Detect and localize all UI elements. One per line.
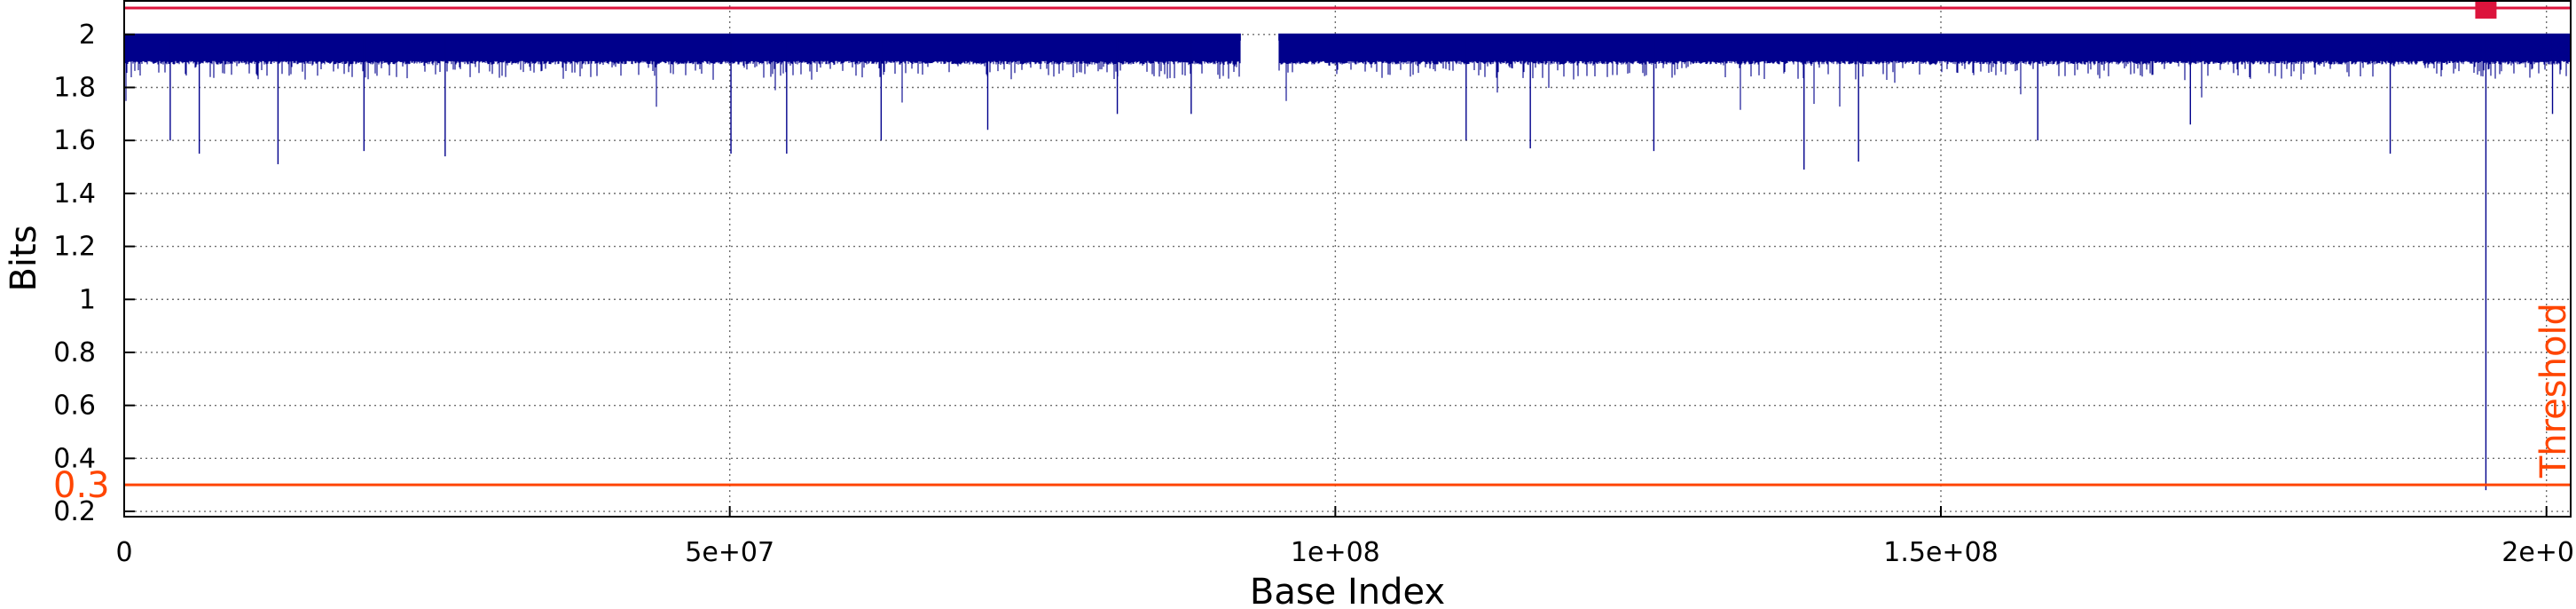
reference-lines: Threshold 0.3 bbox=[53, 0, 2574, 506]
series-entropy bbox=[124, 33, 2571, 491]
y-tick-label: 1 bbox=[79, 284, 96, 315]
y-tick-label: 2 bbox=[79, 20, 96, 51]
x-axis-label: Base Index bbox=[1250, 572, 1445, 609]
marker-point bbox=[2475, 0, 2497, 19]
y-tick-label: 1.6 bbox=[53, 125, 96, 156]
plot-frame bbox=[123, 0, 2572, 518]
threshold-value-label: 0.3 bbox=[53, 465, 110, 506]
x-tick-label: 0 bbox=[115, 537, 132, 568]
y-tick-label: 1.8 bbox=[53, 72, 96, 103]
y-tick-label: 0.6 bbox=[53, 391, 96, 422]
x-tick-label: 2e+08 bbox=[2501, 537, 2576, 568]
x-tick-label: 5e+07 bbox=[685, 537, 774, 568]
threshold-label: Threshold bbox=[2533, 303, 2574, 478]
y-tick-label: 1.4 bbox=[53, 178, 96, 210]
y-tick-label: 0.4 bbox=[53, 443, 96, 474]
y-axis-label: Bits bbox=[4, 225, 44, 291]
x-axis-ticks: 0 5e+07 1e+08 1.5e+08 2e+08 bbox=[115, 506, 2576, 568]
x-tick-label: 1.5e+08 bbox=[1883, 537, 1998, 568]
y-axis-ticks: 0.2 0.4 0.6 0.8 1 1.2 1.4 1.6 1.8 2 bbox=[53, 20, 135, 527]
series-trace bbox=[124, 36, 2571, 110]
y-tick-label: 0.8 bbox=[53, 337, 96, 368]
y-tick-label: 1.2 bbox=[53, 232, 96, 263]
x-tick-label: 1e+08 bbox=[1291, 537, 1380, 568]
y-tick-label: 0.2 bbox=[53, 496, 96, 527]
grid-lines bbox=[124, 0, 2571, 517]
